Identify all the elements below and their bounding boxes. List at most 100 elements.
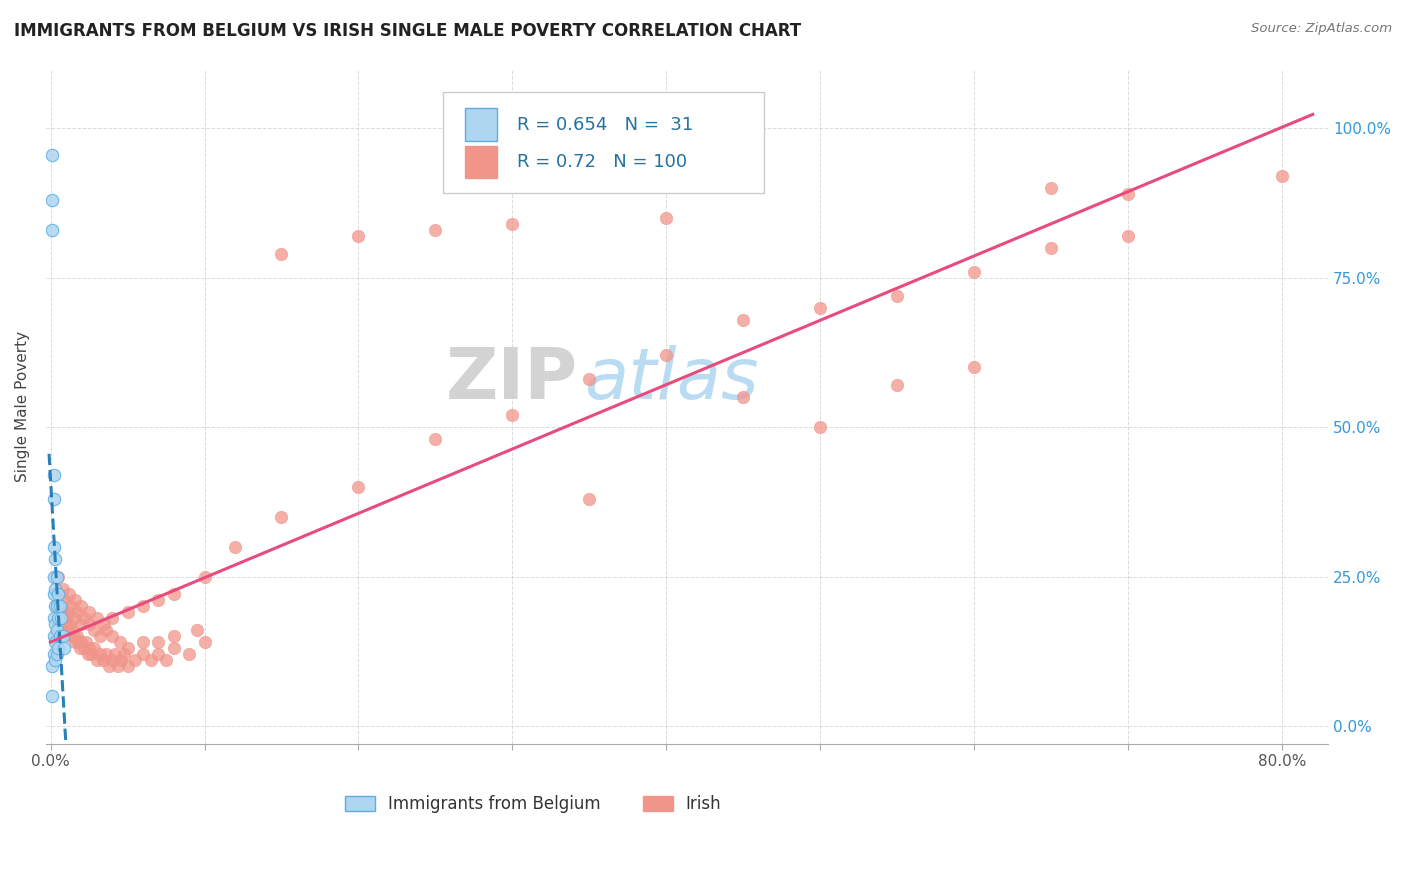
Point	[501, 217, 523, 231]
Point	[41, 193, 63, 207]
Point	[148, 593, 170, 607]
Point	[98, 659, 121, 673]
Point	[101, 629, 124, 643]
Point	[46, 569, 69, 583]
Point	[163, 641, 186, 656]
Point	[963, 265, 986, 279]
Point	[1271, 169, 1294, 183]
Point	[58, 617, 80, 632]
Point	[44, 617, 66, 632]
FancyBboxPatch shape	[465, 145, 498, 178]
Point	[114, 647, 136, 661]
Point	[51, 611, 73, 625]
Point	[45, 624, 67, 638]
Point	[91, 653, 114, 667]
Point	[52, 582, 75, 596]
Point	[104, 647, 127, 661]
Point	[62, 629, 84, 643]
Point	[62, 611, 84, 625]
Point	[347, 228, 370, 243]
FancyBboxPatch shape	[465, 108, 498, 141]
Point	[79, 647, 101, 661]
Point	[44, 551, 66, 566]
Point	[77, 606, 100, 620]
Point	[46, 587, 69, 601]
Point	[53, 593, 76, 607]
Point	[69, 641, 91, 656]
Point	[44, 635, 66, 649]
Point	[186, 624, 208, 638]
Point	[83, 624, 105, 638]
Point	[89, 647, 111, 661]
Point	[578, 372, 600, 386]
Point	[53, 641, 76, 656]
Point	[270, 509, 292, 524]
Point	[86, 653, 108, 667]
Point	[101, 611, 124, 625]
Point	[42, 611, 65, 625]
Point	[117, 659, 139, 673]
Point	[1116, 187, 1139, 202]
Point	[49, 599, 72, 614]
Point	[1116, 228, 1139, 243]
Point	[46, 611, 69, 625]
Point	[76, 647, 98, 661]
Point	[44, 653, 66, 667]
Point	[425, 223, 447, 237]
Point	[808, 301, 831, 315]
Point	[60, 624, 83, 638]
Point	[44, 582, 66, 596]
Y-axis label: Single Male Poverty: Single Male Poverty	[15, 331, 30, 482]
Point	[45, 599, 67, 614]
Point	[963, 360, 986, 375]
Point	[45, 647, 67, 661]
Point	[139, 653, 162, 667]
Point	[56, 606, 79, 620]
Point	[63, 593, 86, 607]
Point	[52, 606, 75, 620]
Point	[347, 480, 370, 494]
Point	[94, 647, 117, 661]
Point	[148, 647, 170, 661]
Point	[89, 629, 111, 643]
Point	[270, 247, 292, 261]
Point	[578, 491, 600, 506]
Point	[73, 611, 96, 625]
Text: ZIP: ZIP	[446, 344, 578, 414]
Point	[655, 348, 678, 362]
Point	[49, 629, 72, 643]
Point	[42, 491, 65, 506]
Point	[86, 611, 108, 625]
Point	[155, 653, 177, 667]
Text: Source: ZipAtlas.com: Source: ZipAtlas.com	[1251, 22, 1392, 36]
Point	[124, 653, 146, 667]
Point	[66, 629, 89, 643]
Point	[733, 312, 755, 326]
Point	[75, 635, 97, 649]
Legend: Immigrants from Belgium, Irish: Immigrants from Belgium, Irish	[344, 796, 721, 814]
Point	[67, 635, 90, 649]
Point	[425, 432, 447, 446]
Point	[886, 378, 908, 392]
Point	[46, 599, 69, 614]
Point	[46, 587, 69, 601]
Point	[70, 635, 93, 649]
Point	[56, 624, 79, 638]
Point	[51, 599, 73, 614]
Point	[1040, 241, 1063, 255]
Point	[163, 587, 186, 601]
Point	[108, 635, 131, 649]
Point	[83, 641, 105, 656]
Point	[55, 611, 77, 625]
Point	[51, 611, 73, 625]
Point	[58, 587, 80, 601]
Point	[41, 223, 63, 237]
Point	[42, 569, 65, 583]
Point	[77, 641, 100, 656]
Text: atlas: atlas	[585, 344, 759, 414]
Point	[193, 569, 215, 583]
Point	[70, 599, 93, 614]
Point	[59, 599, 82, 614]
Point	[42, 647, 65, 661]
Point	[73, 641, 96, 656]
